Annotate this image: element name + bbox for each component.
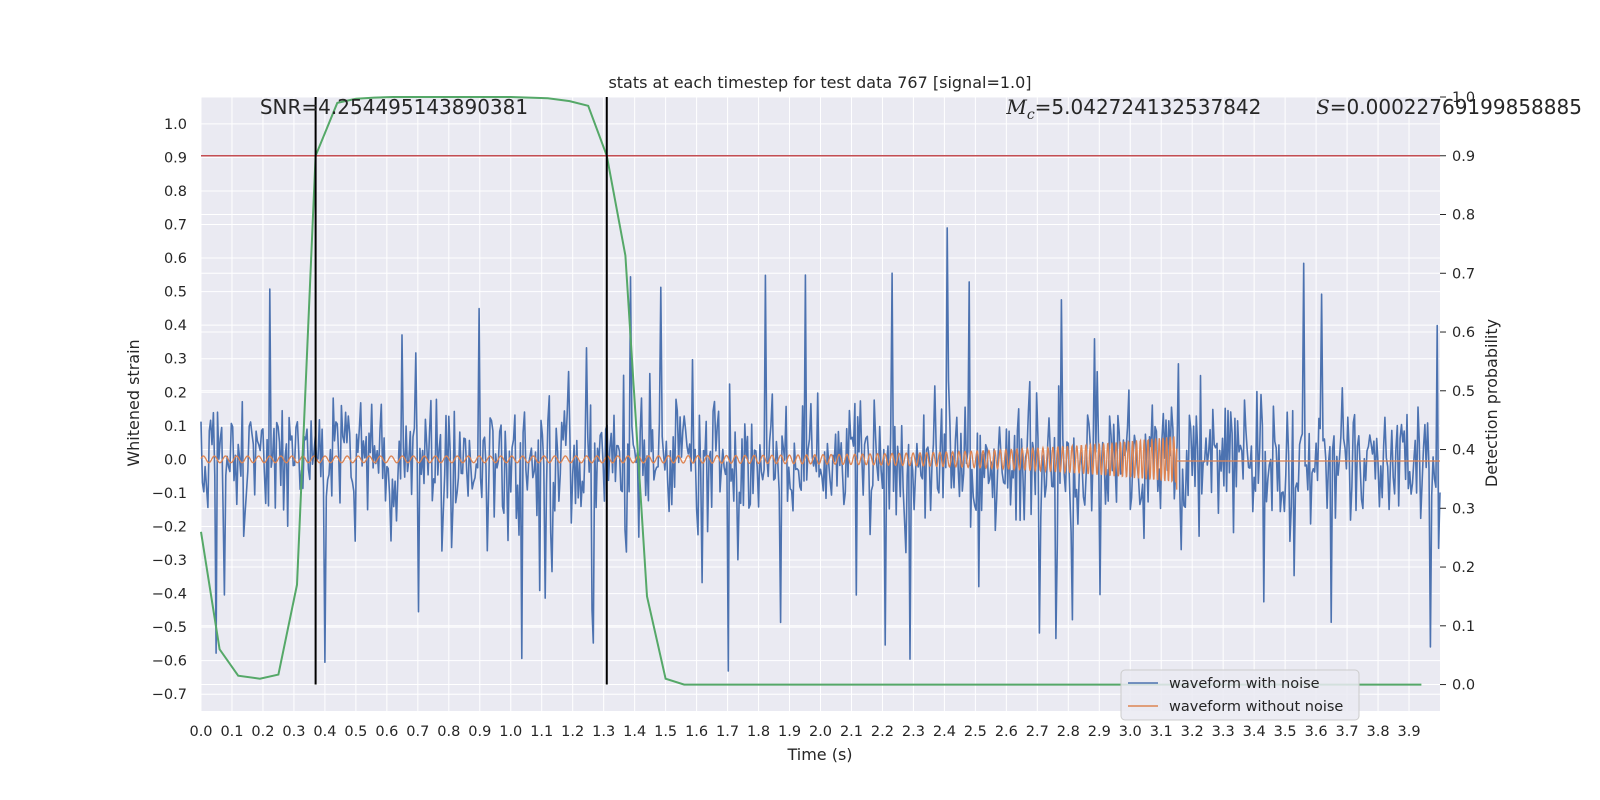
y2-tick-label: 0.5 xyxy=(1452,384,1475,400)
annotation-s: S=0.00022769199858885 xyxy=(1316,95,1582,119)
x-tick-label: 0.5 xyxy=(344,724,367,740)
legend-label: waveform with noise xyxy=(1169,676,1320,692)
x-tick-label: 1.0 xyxy=(499,724,522,740)
y-tick-label: −0.3 xyxy=(152,553,187,569)
x-tick-label: 0.9 xyxy=(468,724,491,740)
x-tick-label: 0.3 xyxy=(282,724,305,740)
x-tick-label: 3.7 xyxy=(1336,724,1359,740)
y-tick-label: 0.8 xyxy=(164,184,187,200)
x-tick-label: 0.2 xyxy=(251,724,274,740)
x-tick-label: 1.9 xyxy=(778,724,801,740)
x-tick-label: 2.0 xyxy=(809,724,832,740)
x-tick-label: 0.7 xyxy=(406,724,429,740)
x-tick-label: 3.9 xyxy=(1397,724,1420,740)
x-tick-label: 2.2 xyxy=(871,724,894,740)
y-tick-label: 0.3 xyxy=(164,352,187,368)
y-tick-label: 1.0 xyxy=(164,117,187,133)
y2-tick-label: 0.2 xyxy=(1452,560,1475,576)
x-tick-label: 1.3 xyxy=(592,724,615,740)
y2-tick-label: 0.6 xyxy=(1452,325,1475,341)
y-tick-labels: 1.0 0.9 0.8 0.7 0.6 0.5 0.4 0.3 0.2 0.1 0.0 −0.1 −0.… xyxy=(152,117,187,703)
y-tick-label: 0.9 xyxy=(164,150,187,166)
y-tick-label: −0.6 xyxy=(152,654,187,670)
x-tick-label: 3.1 xyxy=(1150,724,1173,740)
y-tick-label: 0.2 xyxy=(164,385,187,401)
y2-axis-label: Detection probability xyxy=(1482,319,1501,487)
x-tick-label: 1.6 xyxy=(685,724,708,740)
y-tick-label: 0.1 xyxy=(164,419,187,435)
x-tick-label: 3.8 xyxy=(1367,724,1390,740)
y2-tick-label: 0.1 xyxy=(1452,619,1475,635)
x-axis-label: Time (s) xyxy=(786,745,852,764)
x-tick-label: 1.8 xyxy=(747,724,770,740)
y2-tick-label: 0.4 xyxy=(1452,443,1475,459)
clean-waveform-line xyxy=(200,436,1440,490)
x-tick-label: 1.4 xyxy=(623,724,646,740)
y-tick-label: −0.2 xyxy=(152,519,187,535)
y-tick-label: 0.0 xyxy=(164,452,187,468)
legend: waveform with noise waveform without nois… xyxy=(1120,669,1360,721)
legend-box xyxy=(1120,669,1360,721)
x-tick-label: 0.1 xyxy=(220,724,243,740)
x-tick-label: 0.8 xyxy=(437,724,460,740)
x-tick-label: 0.0 xyxy=(189,724,212,740)
y-tick-label: 0.4 xyxy=(164,318,187,334)
y-tick-label: 0.5 xyxy=(164,285,187,301)
y2-tick-label: 0.7 xyxy=(1452,266,1475,282)
y2-tick-label: 0.9 xyxy=(1452,149,1475,165)
x-tick-label: 3.6 xyxy=(1305,724,1328,740)
x-tick-label: 2.1 xyxy=(840,724,863,740)
x-tick-label: 1.1 xyxy=(530,724,553,740)
y-tick-label: −0.1 xyxy=(152,486,187,502)
x-tick-label: 3.5 xyxy=(1274,724,1297,740)
x-tick-label: 2.9 xyxy=(1088,724,1111,740)
x-tick-label: 1.7 xyxy=(716,724,739,740)
x-tick-label: 3.3 xyxy=(1212,724,1235,740)
y-axis-label: Whitened strain xyxy=(124,339,143,466)
x-tick-label: 3.0 xyxy=(1119,724,1142,740)
x-tick-label: 2.7 xyxy=(1026,724,1049,740)
x-tick-label: 2.4 xyxy=(933,724,956,740)
y-tick-label: 0.7 xyxy=(164,217,187,233)
y2-tick-label: 1.0 xyxy=(1452,90,1475,106)
y-tick-label: −0.7 xyxy=(152,687,187,703)
series-layer xyxy=(200,96,1441,686)
annotations: SNR=4.254495143890381 Mc=5.04272413253784… xyxy=(260,95,1582,123)
x-tick-label: 1.5 xyxy=(654,724,677,740)
chart-title: stats at each timestep for test data 767… xyxy=(608,73,1031,92)
y-tick-label: −0.4 xyxy=(152,587,187,603)
x-tick-label: 3.4 xyxy=(1243,724,1266,740)
x-tick-label: 0.4 xyxy=(313,724,336,740)
y2-tick-label: 0.0 xyxy=(1452,678,1475,694)
x-tick-label: 2.6 xyxy=(995,724,1018,740)
x-tick-label: 2.5 xyxy=(964,724,987,740)
noisy-waveform-line xyxy=(200,227,1441,672)
x-tick-label: 1.2 xyxy=(561,724,584,740)
x-tick-label: 3.2 xyxy=(1181,724,1204,740)
x-tick-labels: 0.0 0.1 0.2 0.3 0.4 0.5 0.6 0.7 0.8 0.9 1.0 1.1 1.2 1… xyxy=(189,724,1420,740)
y2-tick-label: 0.8 xyxy=(1452,208,1475,224)
y-tick-label: 0.6 xyxy=(164,251,187,267)
x-tick-label: 0.6 xyxy=(375,724,398,740)
y2-tick-label: 0.3 xyxy=(1452,501,1475,517)
annotation-mc: Mc=5.042724132537842 xyxy=(1005,95,1261,123)
legend-label: waveform without noise xyxy=(1169,699,1343,715)
annotation-snr: SNR=4.254495143890381 xyxy=(260,95,528,119)
detection-probability-line xyxy=(200,96,1422,686)
x-tick-label: 2.8 xyxy=(1057,724,1080,740)
x-tick-label: 2.3 xyxy=(902,724,925,740)
y2-tick-labels: 1.0 0.9 0.8 0.7 0.6 0.5 0.4 0.3 0.2 0.1 0.0 xyxy=(1440,90,1475,694)
y-tick-label: −0.5 xyxy=(152,620,187,636)
grid xyxy=(200,96,1440,711)
